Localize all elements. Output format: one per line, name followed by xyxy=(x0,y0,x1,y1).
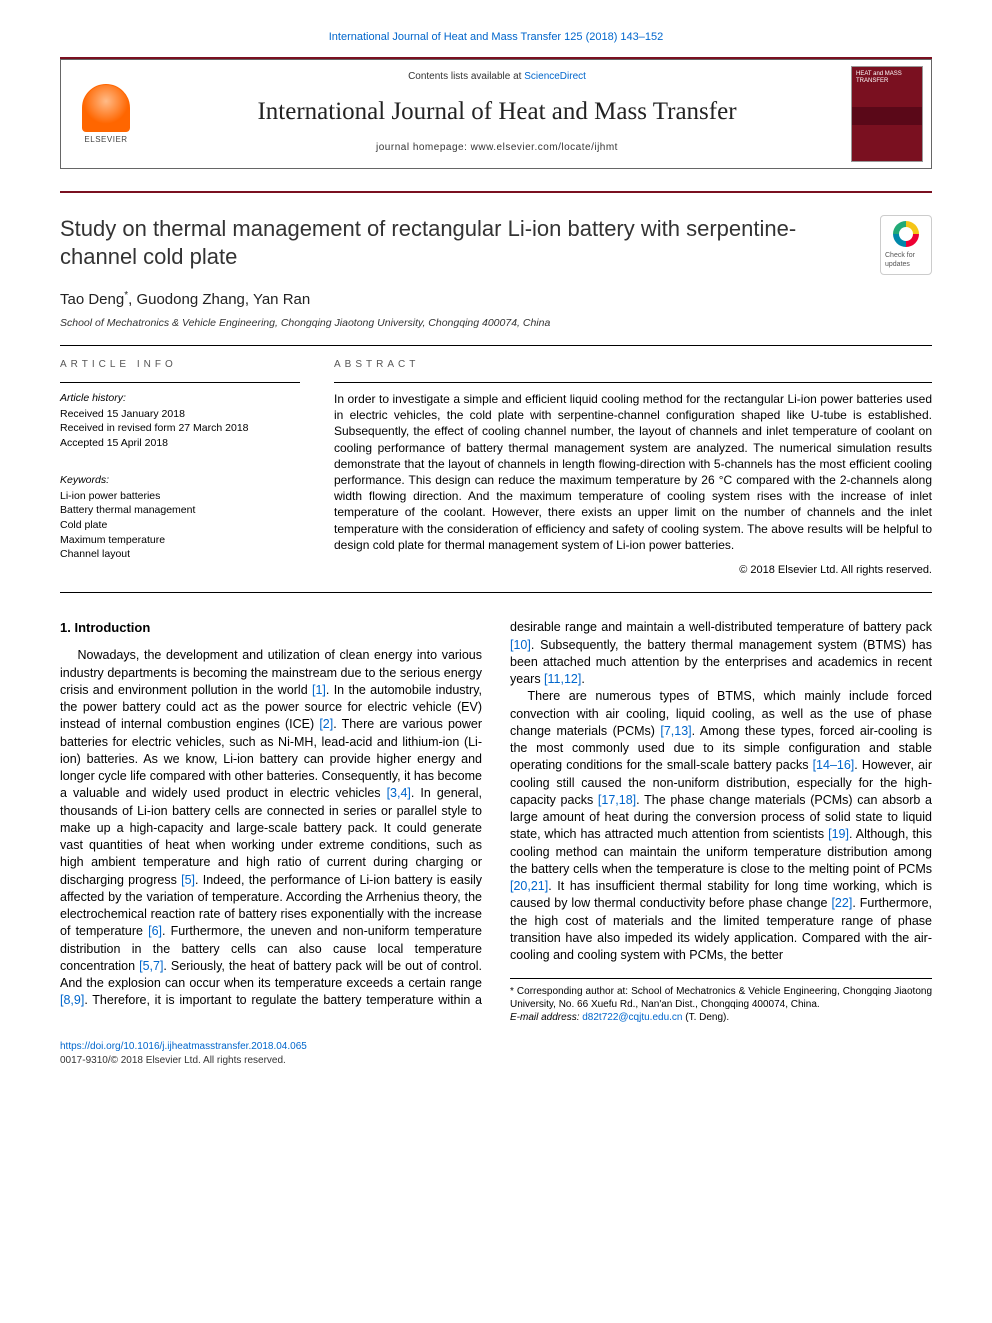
author-names: Tao Deng xyxy=(60,291,124,308)
citation-ref[interactable]: [3,4] xyxy=(387,786,411,800)
affiliation: School of Mechatronics & Vehicle Enginee… xyxy=(60,316,932,331)
corresponding-author-note: * Corresponding author at: School of Mec… xyxy=(510,985,932,1011)
corresponding-email[interactable]: d82t722@cqjtu.edu.cn xyxy=(582,1012,682,1023)
keyword: Maximum temperature xyxy=(60,533,300,548)
homepage-prefix: journal homepage: xyxy=(376,142,471,153)
journal-cover-thumbnail[interactable]: HEAT and MASS TRANSFER xyxy=(851,66,923,162)
citation-ref[interactable]: [1] xyxy=(312,683,326,697)
elsevier-tree-icon xyxy=(82,84,130,132)
citation-ref[interactable]: [22] xyxy=(831,896,852,910)
citation-ref[interactable]: [20,21] xyxy=(510,879,548,893)
elsevier-logo[interactable]: ELSEVIER xyxy=(76,79,136,149)
keyword: Li-ion power batteries xyxy=(60,489,300,504)
publisher-logo-cell: ELSEVIER xyxy=(61,60,151,168)
citation-link[interactable]: International Journal of Heat and Mass T… xyxy=(329,31,664,43)
article-info-heading: ARTICLE INFO xyxy=(60,358,300,372)
footnote-block: * Corresponding author at: School of Mec… xyxy=(510,978,932,1024)
article-info-block: ARTICLE INFO Article history: Received 1… xyxy=(60,358,300,578)
email-label: E-mail address: xyxy=(510,1012,582,1023)
journal-name: International Journal of Heat and Mass T… xyxy=(159,94,835,129)
cover-thumb-title: HEAT and MASS TRANSFER xyxy=(856,71,918,84)
abstract-rule xyxy=(334,382,932,383)
history-revised: Received in revised form 27 March 2018 xyxy=(60,421,300,436)
article-body: 1. Introduction Nowadays, the developmen… xyxy=(60,619,932,1024)
citation-ref[interactable]: [6] xyxy=(148,924,162,938)
citation-ref[interactable]: [14–16] xyxy=(813,758,855,772)
check-updates-label: Check for updates xyxy=(885,251,927,271)
citation-ref[interactable]: [17,18] xyxy=(598,793,636,807)
history-heading: Article history: xyxy=(60,391,300,406)
page-footer: https://doi.org/10.1016/j.ijheatmasstran… xyxy=(60,1040,932,1068)
check-for-updates-badge[interactable]: Check for updates xyxy=(880,215,932,275)
rule-above-meta xyxy=(60,345,932,346)
author-list: Tao Deng*, Guodong Zhang, Yan Ran xyxy=(60,289,932,310)
journal-homepage-line: journal homepage: www.elsevier.com/locat… xyxy=(159,141,835,155)
abstract-heading: ABSTRACT xyxy=(334,358,932,372)
section-heading-intro: 1. Introduction xyxy=(60,619,482,637)
homepage-url[interactable]: www.elsevier.com/locate/ijhmt xyxy=(471,142,618,153)
article-title: Study on thermal management of rectangul… xyxy=(60,215,840,270)
crossmark-icon xyxy=(893,221,919,247)
abstract-copyright: © 2018 Elsevier Ltd. All rights reserved… xyxy=(334,563,932,578)
history-received: Received 15 January 2018 xyxy=(60,407,300,422)
citation-ref[interactable]: [8,9] xyxy=(60,993,84,1007)
doi-link[interactable]: https://doi.org/10.1016/j.ijheatmasstran… xyxy=(60,1041,307,1052)
journal-header: ELSEVIER Contents lists available at Sci… xyxy=(60,59,932,169)
info-rule xyxy=(60,382,300,383)
body-para: There are numerous types of BTMS, which … xyxy=(510,688,932,964)
sciencedirect-link[interactable]: ScienceDirect xyxy=(524,71,586,82)
rule-below-meta xyxy=(60,592,932,593)
issn-copyright: 0017-9310/© 2018 Elsevier Ltd. All right… xyxy=(60,1055,286,1066)
cover-thumb-band xyxy=(852,107,922,125)
citation-ref[interactable]: [5] xyxy=(181,873,195,887)
header-rule-bottom xyxy=(60,191,932,193)
corresponding-email-line: E-mail address: d82t722@cqjtu.edu.cn (T.… xyxy=(510,1011,932,1024)
cover-thumb-cell: HEAT and MASS TRANSFER xyxy=(843,60,931,168)
citation-ref[interactable]: [11,12] xyxy=(544,672,581,686)
author-names-rest: , Guodong Zhang, Yan Ran xyxy=(128,291,310,308)
keyword: Battery thermal management xyxy=(60,503,300,518)
citation-ref[interactable]: [7,13] xyxy=(660,724,691,738)
contents-available-line: Contents lists available at ScienceDirec… xyxy=(159,70,835,84)
running-citation: International Journal of Heat and Mass T… xyxy=(60,30,932,45)
keyword: Cold plate xyxy=(60,518,300,533)
keyword: Channel layout xyxy=(60,547,300,562)
meta-row: ARTICLE INFO Article history: Received 1… xyxy=(60,358,932,578)
citation-ref[interactable]: [2] xyxy=(319,717,333,731)
abstract-block: ABSTRACT In order to investigate a simpl… xyxy=(334,358,932,578)
email-suffix: (T. Deng). xyxy=(682,1012,729,1023)
keywords-heading: Keywords: xyxy=(60,473,300,488)
header-center: Contents lists available at ScienceDirec… xyxy=(151,60,843,168)
citation-ref[interactable]: [5,7] xyxy=(139,959,163,973)
contents-prefix: Contents lists available at xyxy=(408,71,524,82)
elsevier-wordmark: ELSEVIER xyxy=(84,134,127,145)
citation-ref[interactable]: [19] xyxy=(828,827,849,841)
citation-ref[interactable]: [10] xyxy=(510,638,531,652)
abstract-text: In order to investigate a simple and eff… xyxy=(334,391,932,553)
history-accepted: Accepted 15 April 2018 xyxy=(60,436,300,451)
